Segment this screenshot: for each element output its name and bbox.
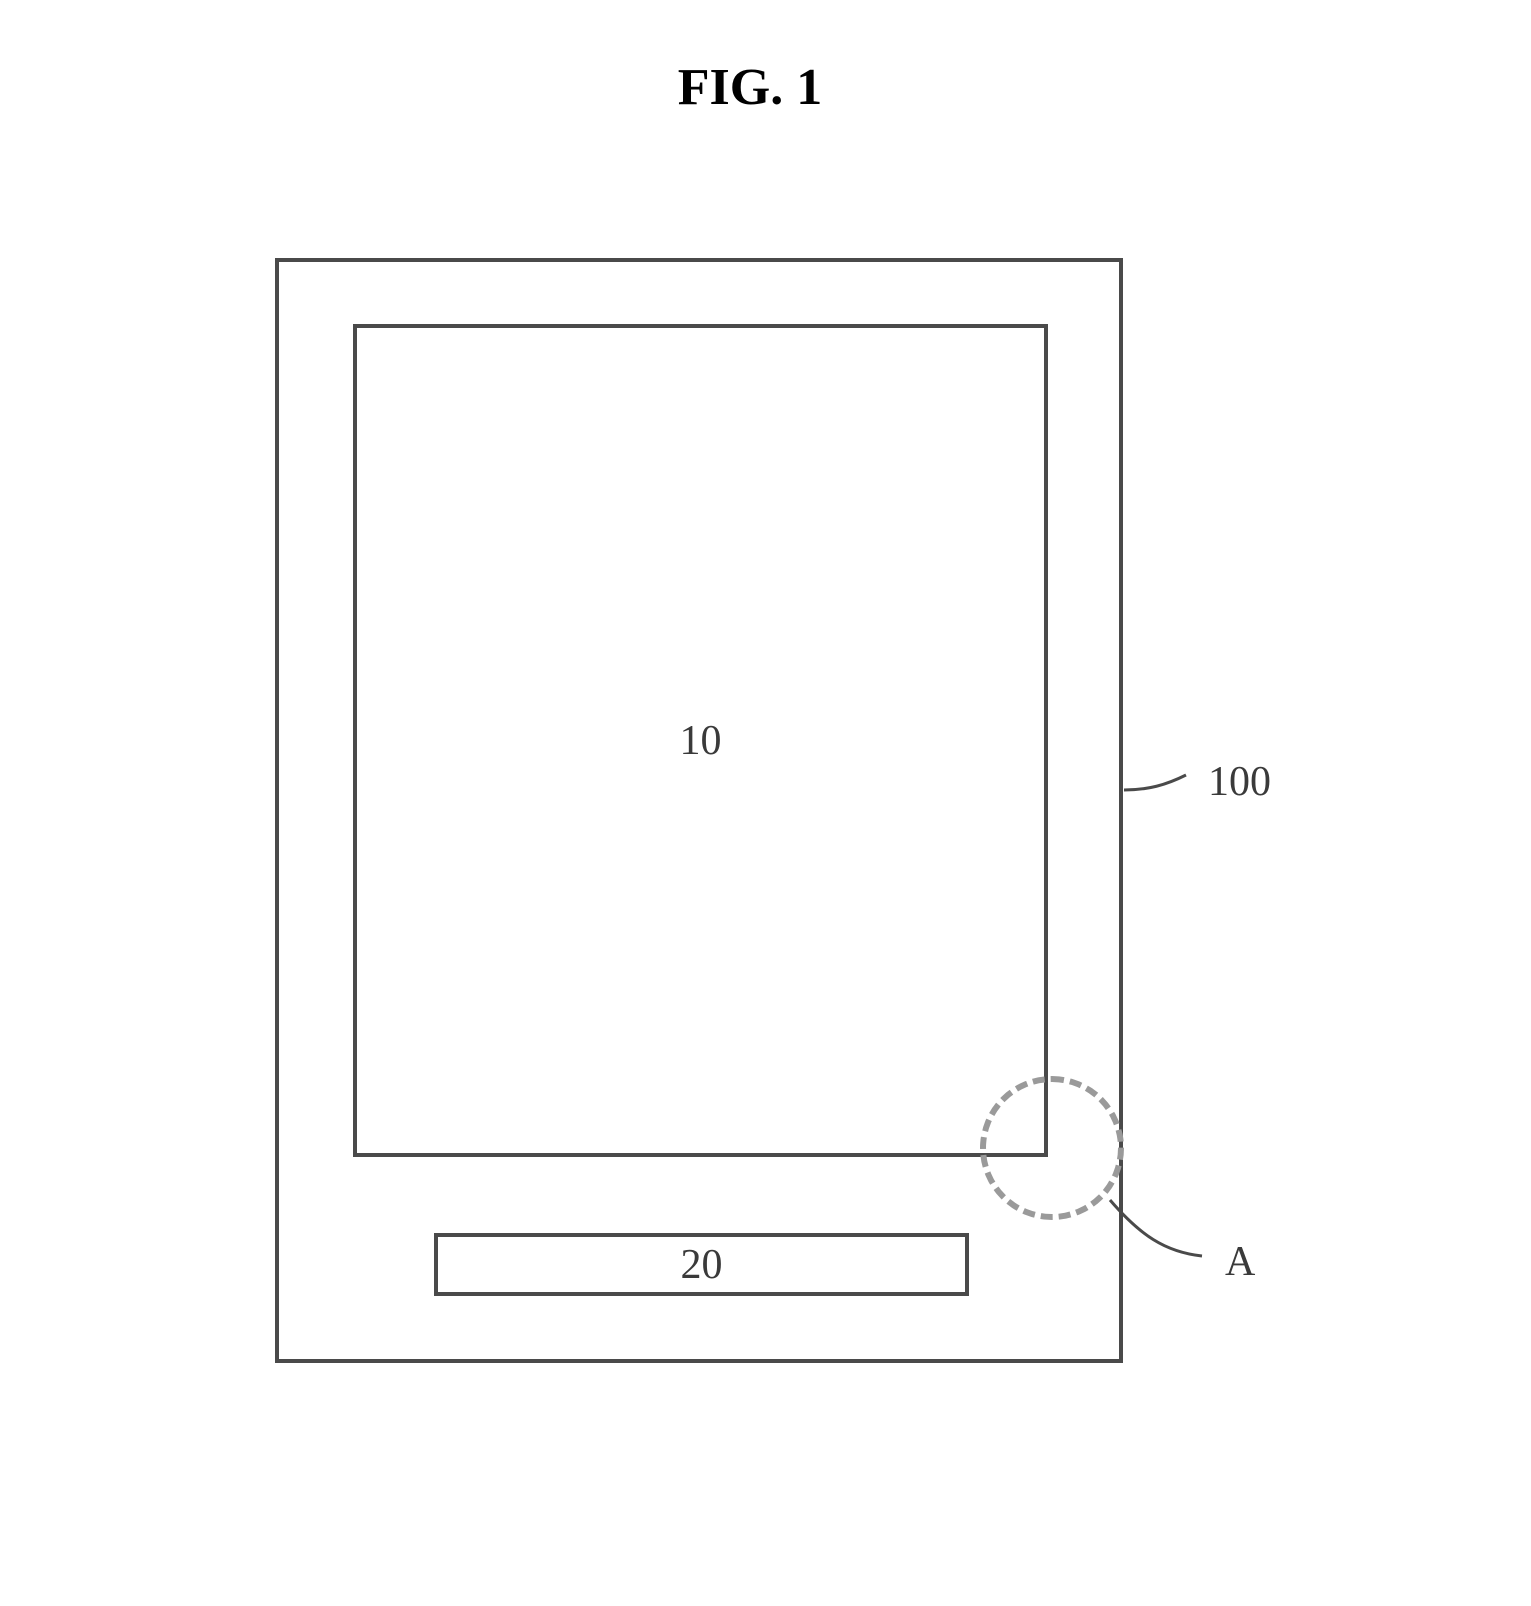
figure-title: FIG. 1 xyxy=(600,58,900,117)
ref-label-100: 100 xyxy=(1208,758,1271,806)
bottom-region-20: 20 xyxy=(434,1233,969,1296)
detail-callout-circle-a xyxy=(980,1076,1124,1220)
bottom-region-label: 20 xyxy=(681,1241,723,1289)
leader-path-100 xyxy=(1124,775,1186,790)
inner-region-label: 10 xyxy=(680,717,722,765)
inner-region-10: 10 xyxy=(353,324,1048,1157)
ref-label-a: A xyxy=(1225,1238,1255,1286)
leader-path-a xyxy=(1110,1200,1202,1256)
